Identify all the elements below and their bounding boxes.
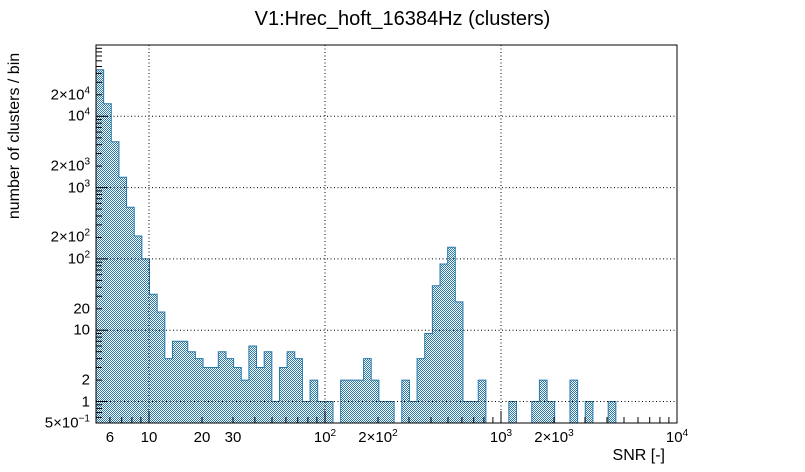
chart-title: V1:Hrec_hoft_16384Hz (clusters): [254, 8, 551, 30]
y-tick-label-1: 1: [81, 393, 90, 411]
y-tick-label-0.5: 5×10−1: [44, 413, 90, 432]
x-tick-label-2000: 2×103: [534, 428, 574, 447]
decade-gridlines: [96, 45, 677, 423]
y-tick-label-10000: 104: [67, 106, 90, 125]
y-tick-label-10: 10: [73, 321, 90, 339]
y-tick-label-20: 20: [73, 300, 90, 318]
y-tick-label-2000: 2×103: [50, 156, 90, 175]
x-axis-title: SNR [-]: [612, 447, 665, 464]
plot-frame: [95, 44, 678, 424]
axis-ticks: [96, 47, 670, 423]
y-tick-label-2: 2: [81, 371, 90, 389]
x-tick-label-10: 10: [140, 429, 158, 446]
y-axis-title: number of clusters / bin: [6, 52, 23, 220]
x-tick-label-1000: 103: [489, 428, 513, 447]
y-tick-label-200: 2×102: [50, 227, 90, 246]
x-tick-label-10000: 104: [665, 428, 689, 447]
y-tick-label-100: 102: [67, 249, 90, 268]
y-tick-label-20000: 2×104: [50, 85, 90, 104]
x-tick-label-20: 20: [193, 429, 211, 446]
x-tick-label-100: 102: [313, 428, 337, 447]
x-tick-label-6: 6: [105, 429, 115, 446]
x-tick-label-30: 30: [224, 429, 242, 446]
x-tick-label-200: 2×102: [358, 428, 398, 447]
y-tick-label-1000: 103: [67, 178, 90, 197]
histogram-bars: [95, 69, 677, 424]
